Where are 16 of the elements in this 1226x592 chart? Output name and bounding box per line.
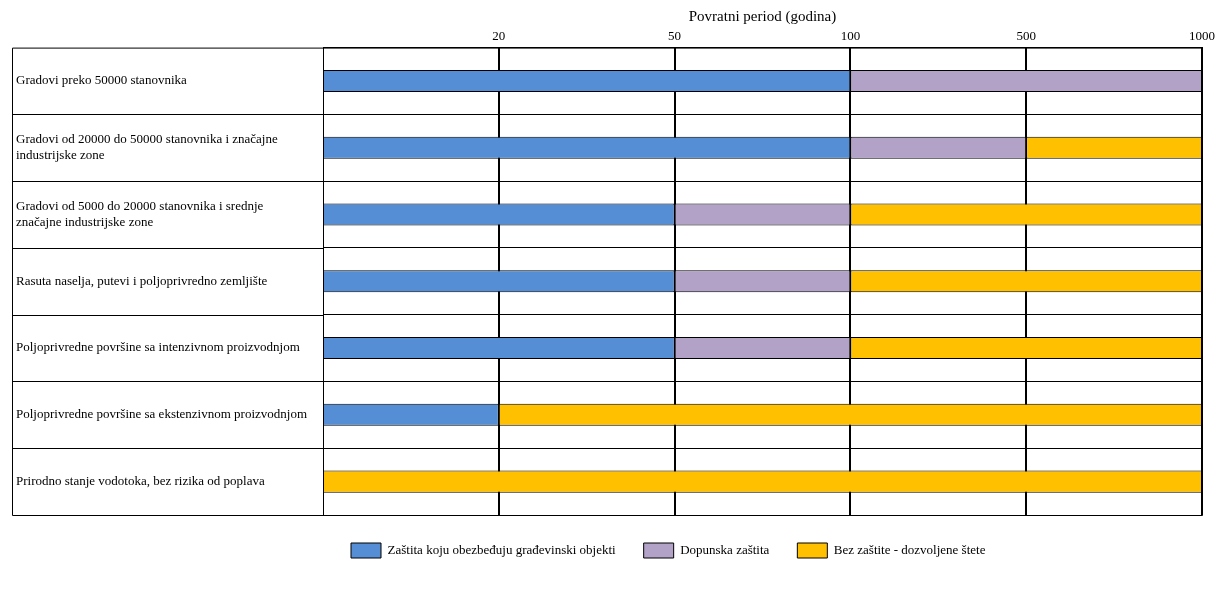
legend-label: Bez zaštite - dozvoljene štete xyxy=(833,541,986,557)
y-tick-label: Gradovi od 5000 do 20000 stanovnika i srednje značajne industrijske zone xyxy=(16,198,264,229)
y-tick-label: Prirodno stanje vodotoka, bez rizika od poplava xyxy=(16,473,265,489)
y-tick-label: Poljoprivredne površine sa intenzivnom proizvodnjom xyxy=(16,339,300,355)
text: 50 xyxy=(668,28,682,44)
legend-label: Dopunska zaštita xyxy=(680,541,770,557)
y-tick-label: Gradovi preko 50000 stanovnika xyxy=(16,72,187,88)
text: 500 xyxy=(1016,28,1036,44)
x-axis-title: Povratni period (godina) xyxy=(688,7,837,25)
text: 1000 xyxy=(1189,28,1215,44)
y-tick-label: Gradovi od 20000 do 50000 stanovnika i značajne industrijske zone xyxy=(16,131,278,162)
text: 20 xyxy=(492,28,506,44)
legend-label: Zaštita koju obezbeđuju građevinski objekti xyxy=(387,541,617,557)
text: 100 xyxy=(840,28,861,44)
y-tick-label: Poljoprivredne površine sa ekstenzivnom proizvodnjom xyxy=(16,406,308,422)
y-tick-label: Rasuta naselja, putevi i poljoprivredno zemljište xyxy=(16,272,268,288)
